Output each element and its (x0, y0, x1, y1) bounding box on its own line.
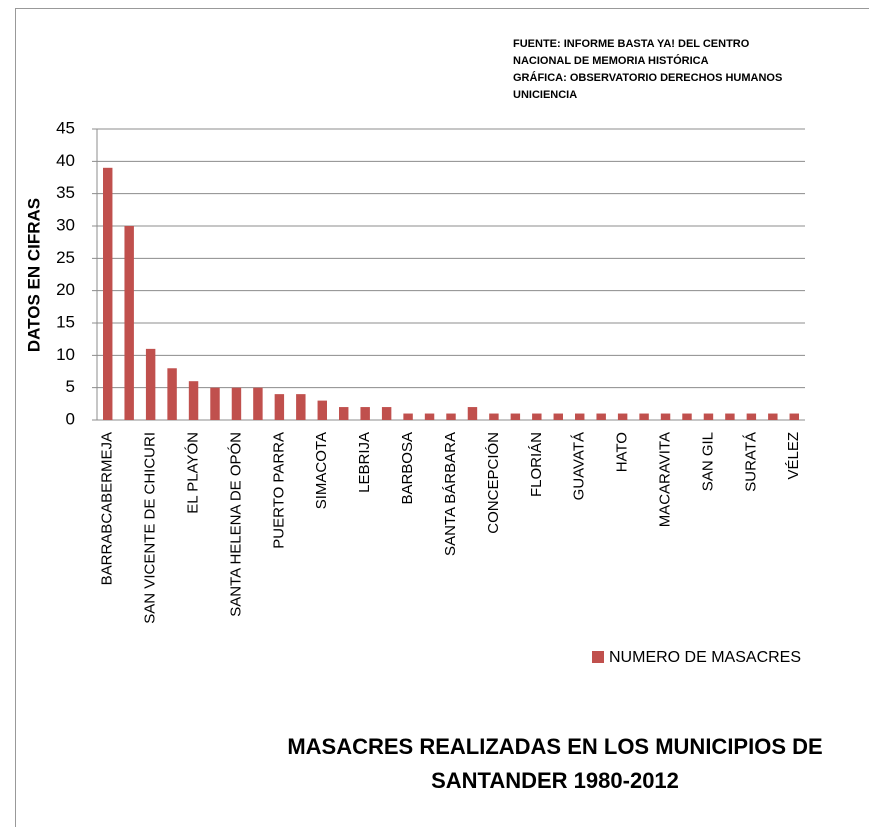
bar (210, 387, 220, 420)
bar (381, 407, 392, 420)
y-axis-label: DATOS EN CIFRAS (24, 198, 43, 352)
x-tick-label: LEBRIJA (356, 432, 373, 493)
chart-title: MASACRES REALIZADAS EN LOS MUNICIPIOS DE (287, 734, 822, 759)
source-note: FUENTE: INFORME BASTA YA! DEL CENTRO (513, 38, 750, 50)
bar (124, 226, 134, 420)
bar (188, 381, 199, 420)
bar (596, 413, 606, 420)
bar (467, 407, 478, 420)
source-note: UNICIENCIA (513, 89, 577, 101)
x-tick-label: PUERTO PARRA (270, 432, 287, 549)
x-tick-label: SANTA HELENA DE OPÓN (227, 432, 244, 617)
x-tick-label: VÉLEZ (785, 432, 802, 480)
bar (725, 413, 735, 420)
x-tick-label: SAN VICENTE DE CHICURI (142, 432, 159, 624)
bar (231, 387, 242, 420)
y-tick-label: 35 (56, 183, 75, 202)
bar (617, 413, 628, 420)
x-tick-label: FLORIÁN (528, 432, 545, 497)
x-tick-label: SURATÁ (742, 432, 759, 492)
x-tick-label: SANTA BÁRBARA (442, 432, 459, 556)
y-tick-label: 20 (56, 280, 75, 299)
x-tick-label: CONCEPCIÓN (485, 432, 502, 534)
bar (403, 413, 413, 420)
bar (553, 413, 563, 420)
legend-label: NUMERO DE MASACRES (609, 649, 801, 666)
bar (253, 387, 263, 420)
bar (575, 413, 585, 420)
bar (660, 413, 671, 420)
bar (360, 407, 370, 420)
x-tick-label: GUAVATÁ (571, 432, 588, 500)
y-tick-label: 0 (66, 409, 75, 428)
x-tick-label: EL PLAYÓN (185, 432, 202, 514)
bar (789, 413, 799, 420)
bar (274, 394, 285, 420)
bar (103, 167, 113, 420)
x-tick-label: BARBOSA (399, 432, 416, 505)
source-note: GRÁFICA: OBSERVATORIO DERECHOS HUMANOS (513, 71, 782, 84)
bar (296, 394, 306, 420)
bar (446, 413, 456, 420)
x-tick-label: SAN GIL (699, 432, 716, 491)
source-note: NACIONAL DE MEMORIA HISTÓRICA (513, 54, 709, 67)
bar (510, 413, 521, 420)
bar (339, 407, 349, 420)
y-tick-label: 30 (56, 215, 75, 234)
bar (703, 413, 714, 420)
bar (682, 413, 692, 420)
bar (167, 368, 177, 420)
y-tick-label: 25 (56, 248, 75, 267)
x-tick-label: SIMACOTA (313, 432, 330, 509)
y-tick-label: 45 (56, 118, 75, 137)
y-tick-label: 40 (56, 151, 75, 170)
x-tick-label: HATO (614, 432, 631, 472)
y-tick-label: 10 (56, 345, 75, 364)
bar (532, 413, 542, 420)
bar (489, 413, 499, 420)
x-tick-label: MACARAVITA (657, 432, 674, 527)
bar (424, 413, 435, 420)
y-tick-label: 5 (66, 377, 75, 396)
bar (768, 413, 778, 420)
bar (145, 348, 156, 420)
y-tick-label: 15 (56, 312, 75, 331)
x-tick-label: BARRABCABERMEJA (99, 432, 116, 585)
bar (746, 413, 757, 420)
bar (317, 400, 327, 420)
legend-swatch (592, 651, 604, 663)
chart-title: SANTANDER 1980-2012 (431, 768, 679, 793)
bar (639, 413, 649, 420)
